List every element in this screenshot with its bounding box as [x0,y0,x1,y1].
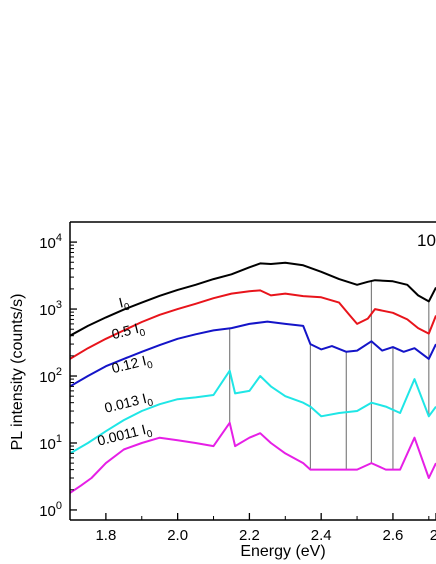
tick-labels: 1.8 2.0 2.2 2.4 2.6 2. 100 101 102 103 104 [39,232,436,544]
series-label-text: 0.12 I0 [110,351,155,380]
series-label-1: 0.5 I0 [110,319,147,346]
tick-marks [69,241,436,520]
series-line-1 [70,289,436,360]
series-line-3 [70,369,436,455]
x-tick-label: 2. [430,527,436,544]
series-line-0 [70,261,436,337]
series-label-text: I0 [117,293,131,315]
series-label-text: 0.5 I0 [110,319,147,346]
series-label-0: I0 [117,293,131,315]
series-line-4 [70,421,436,494]
series-label-2: 0.12 I0 [110,351,155,380]
series-label-text: 0.0011 I0 [96,420,155,453]
x-axis-title: Energy (eV) [240,543,325,560]
y-tick-label: 101 [39,433,62,453]
y-tick-label: 102 [39,366,62,386]
x-tick-label: 2.2 [239,527,260,544]
y-axis-title: PL intensity (counts/s) [9,294,26,451]
x-tick-label: 2.4 [311,527,332,544]
x-tick-label: 2.6 [383,527,404,544]
series-lines [70,261,436,494]
y-tick-label: 104 [39,232,62,252]
y-tick-label: 103 [39,299,62,319]
axes [69,221,436,521]
x-tick-label: 1.8 [95,527,116,544]
series-label-4: 0.0011 I0 [96,420,155,453]
series-labels: I0 0.5 I0 0.12 I0 0.013 I00.0011 I0 [96,293,155,453]
series-label-text: 0.013 I0 [103,388,155,419]
corner-label: 10 [417,231,436,250]
series-label-3: 0.013 I0 [103,388,155,419]
series-line-2 [70,320,436,388]
y-tick-label: 100 [39,500,62,520]
x-tick-label: 2.0 [167,527,188,544]
